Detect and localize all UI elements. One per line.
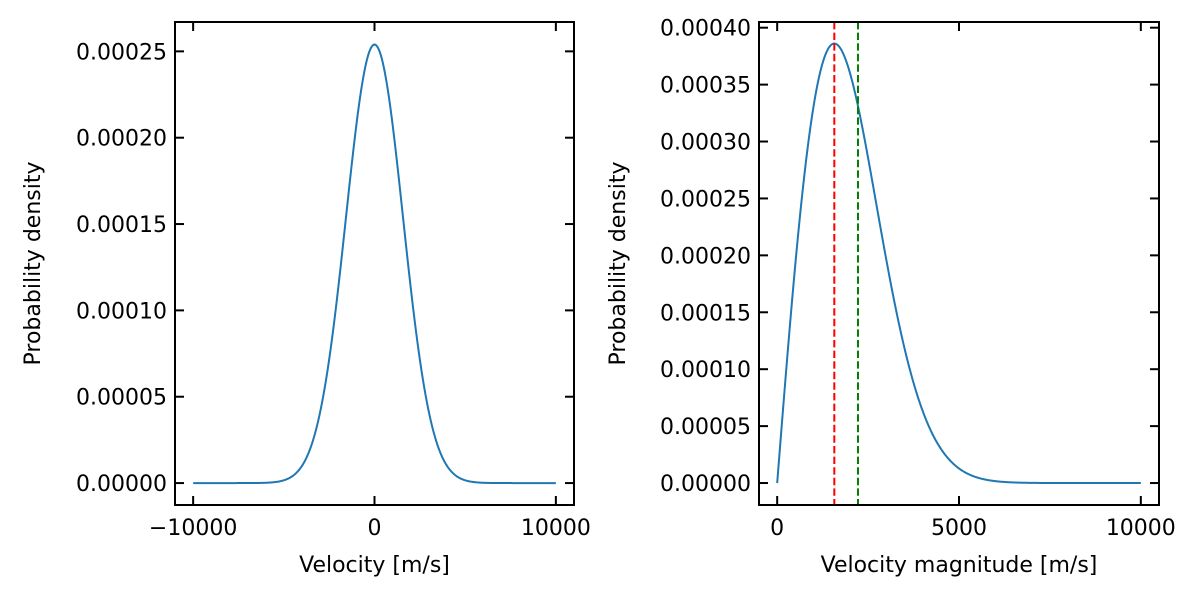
x-axis-label: Velocity [m/s] bbox=[299, 553, 450, 578]
y-tick-label: 0.00035 bbox=[660, 74, 751, 99]
axes-frame bbox=[758, 21, 1160, 506]
y-tick-label: 0.00005 bbox=[76, 386, 167, 411]
left-subplot: −10000 0 10000 0.00000 0.00005 0.00010 0.00015… bbox=[21, 21, 591, 578]
y-tick-label: 0.00025 bbox=[76, 40, 167, 65]
y-tick-label: 0.00005 bbox=[660, 415, 751, 440]
x-tick-label: −10000 bbox=[149, 516, 237, 541]
y-tick-label: 0.00000 bbox=[660, 472, 751, 497]
x-axis-label: Velocity magnitude [m/s] bbox=[821, 553, 1098, 578]
y-axis-label: Probability density bbox=[21, 162, 46, 366]
x-tick-label: 10000 bbox=[1106, 516, 1176, 541]
right-subplot: 0 5000 10000 0.00000 0.00005 0.00010 0.00015 0.… bbox=[606, 17, 1176, 578]
y-tick-label: 0.00015 bbox=[76, 213, 167, 238]
x-tick-label: 10000 bbox=[521, 516, 591, 541]
y-tick-label: 0.00020 bbox=[76, 127, 167, 152]
x-tick-label: 0 bbox=[770, 516, 784, 541]
y-axis-label: Probability density bbox=[606, 162, 631, 366]
x-tick-label: 0 bbox=[368, 516, 382, 541]
y-tick-label: 0.00010 bbox=[660, 358, 751, 383]
y-tick-label: 0.00020 bbox=[660, 244, 751, 269]
series-line-gaussian-1d bbox=[193, 43, 556, 485]
y-tick-label: 0.00015 bbox=[660, 301, 751, 326]
y-tick-label: 0.00010 bbox=[76, 299, 167, 324]
x-tick-label: 5000 bbox=[931, 516, 987, 541]
series-line-rayleigh-speed bbox=[776, 42, 1141, 485]
y-tick-label: 0.00025 bbox=[660, 187, 751, 212]
y-tick-label: 0.00030 bbox=[660, 131, 751, 156]
axes-frame bbox=[174, 21, 575, 506]
y-tick-label: 0.00040 bbox=[660, 17, 751, 42]
y-tick-label: 0.00000 bbox=[76, 472, 167, 497]
